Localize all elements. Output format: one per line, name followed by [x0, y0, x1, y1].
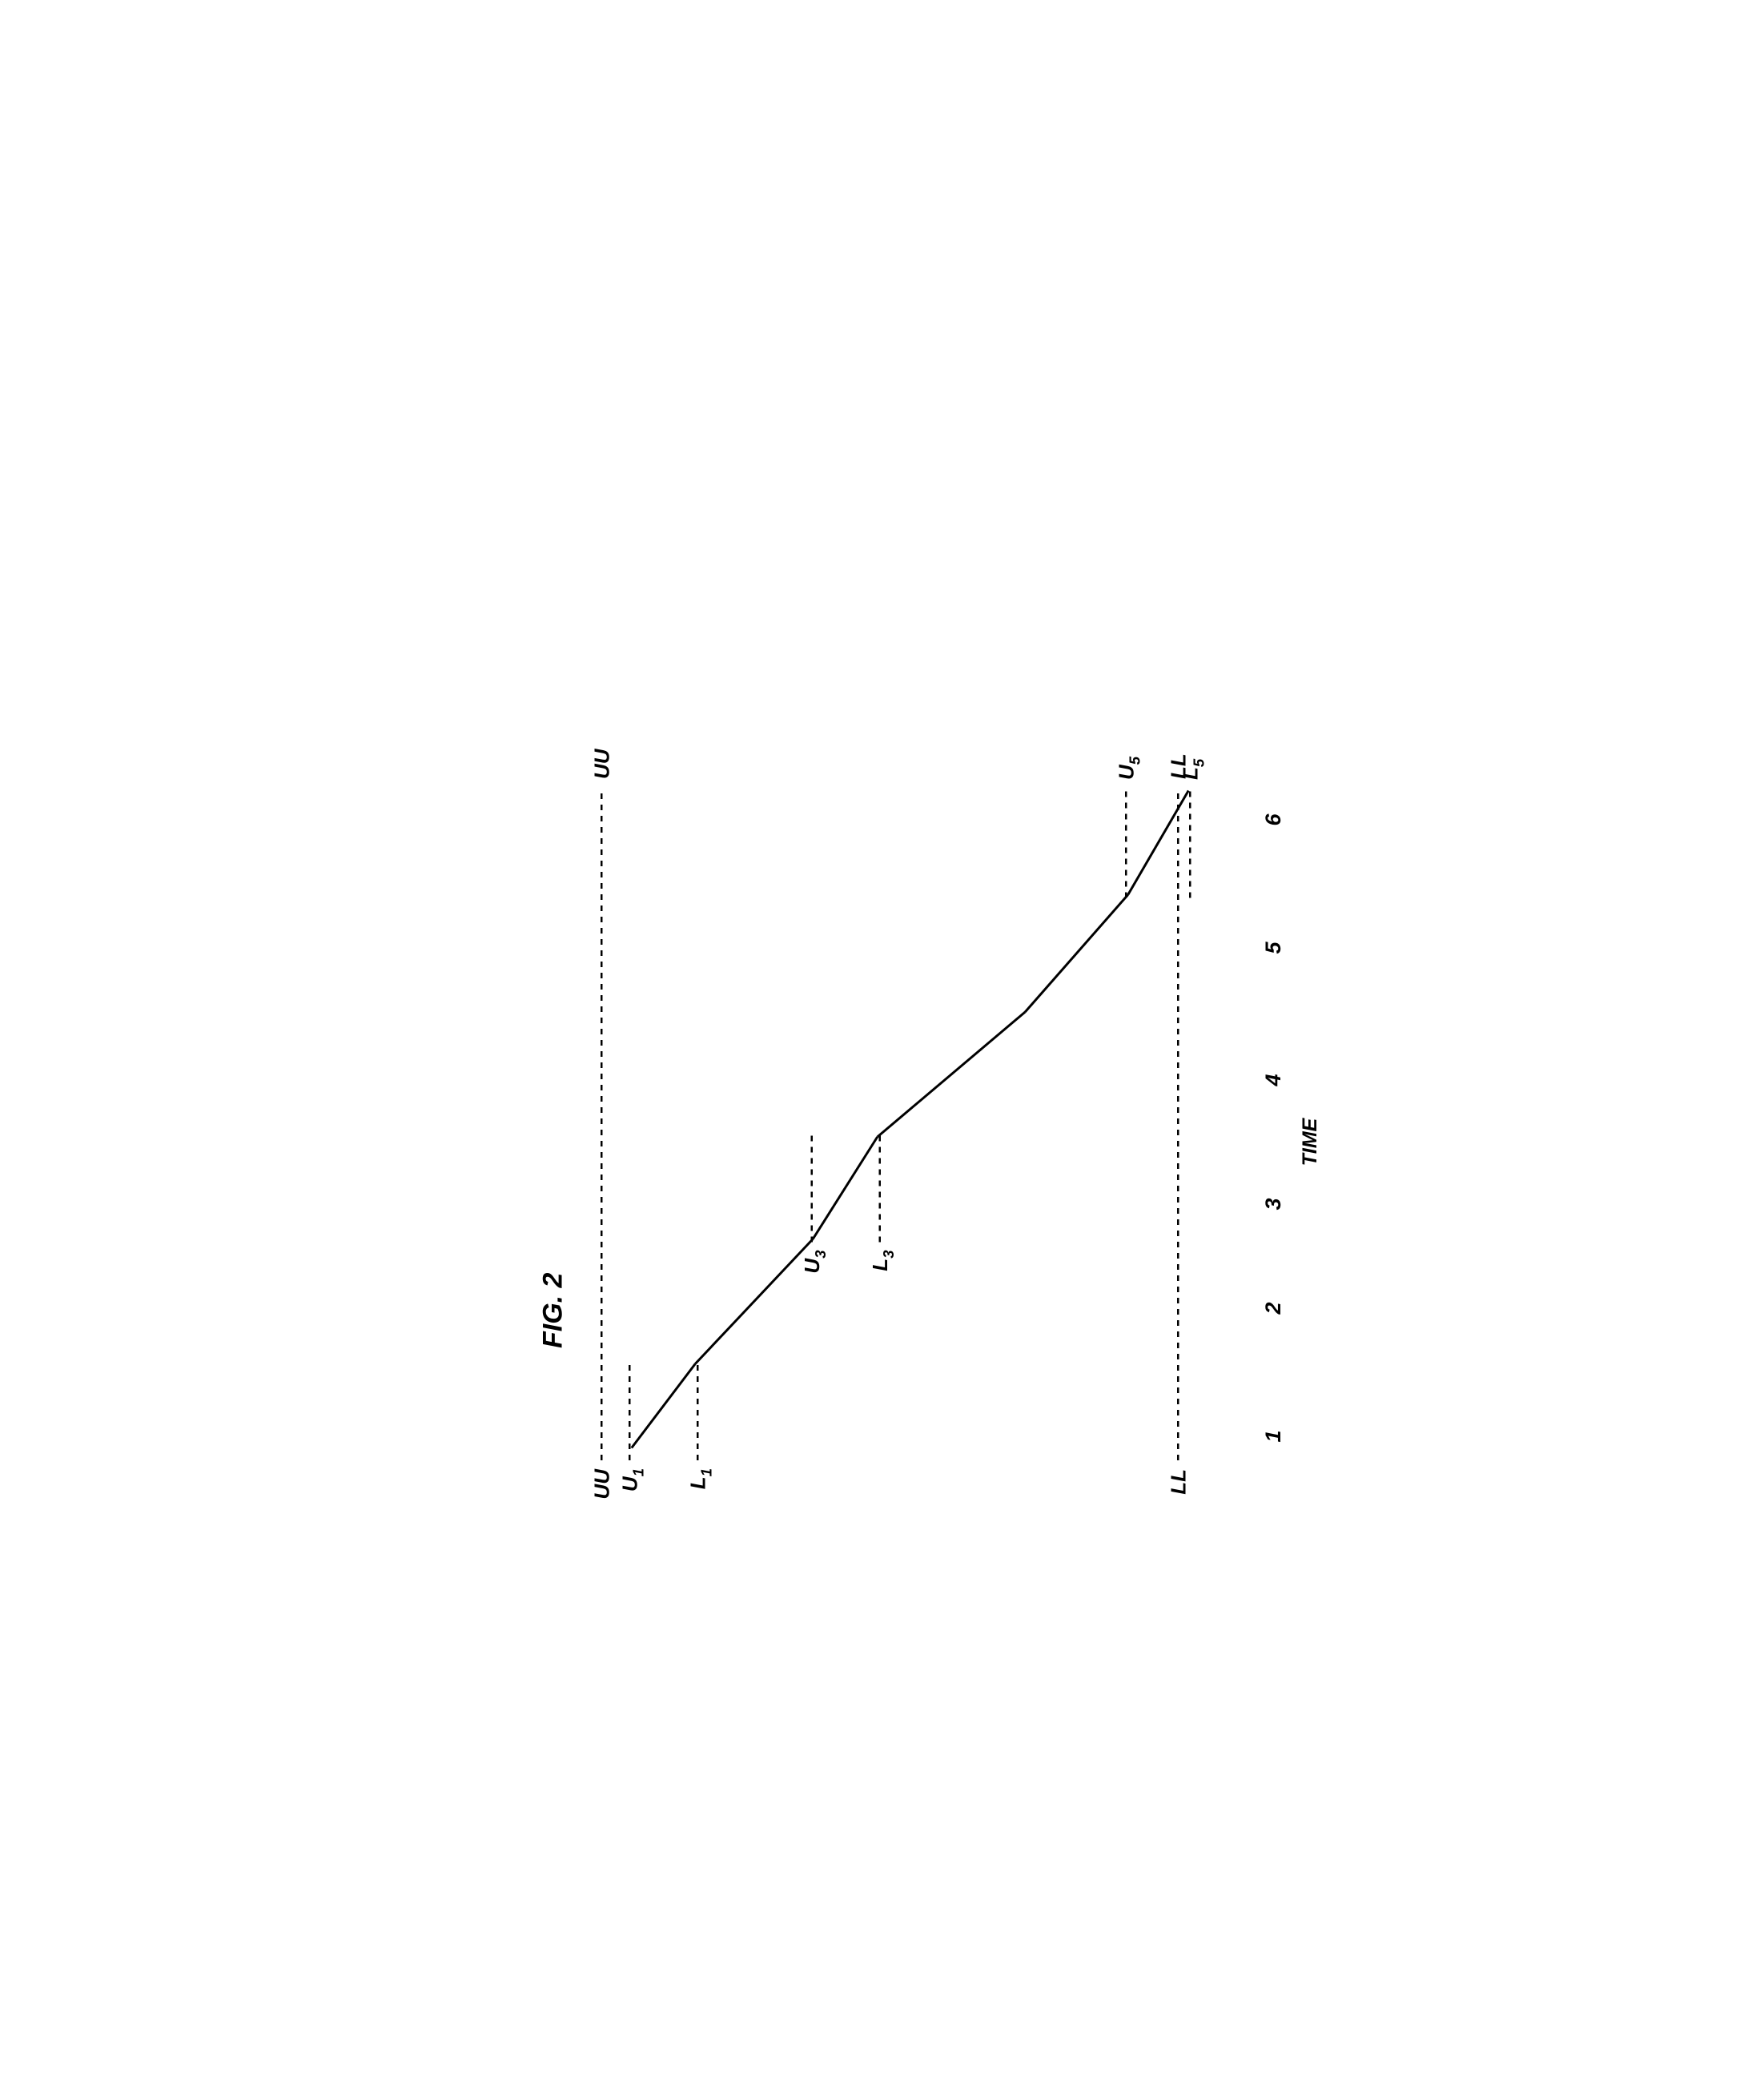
solid-seg6 — [1127, 790, 1188, 894]
solid-seg5 — [1025, 894, 1128, 1012]
figure-2: FIG. 2UUUULLLLU1L1U3L3U5L5123456TIME — [441, 524, 1324, 1572]
label-LL-left: LL — [1166, 1469, 1190, 1495]
solid-seg1 — [631, 1363, 695, 1448]
label-L3: L3 — [867, 1249, 896, 1271]
label-U1: U1 — [617, 1468, 646, 1492]
solid-seg4 — [877, 1012, 1025, 1137]
figure-title: FIG. 2 — [537, 1272, 568, 1348]
tick-6: 6 — [1260, 813, 1284, 825]
label-U3: U3 — [799, 1249, 828, 1273]
tick-1: 1 — [1260, 1430, 1284, 1442]
tick-5: 5 — [1260, 941, 1284, 954]
axis-label: TIME — [1298, 1117, 1320, 1166]
label-UU-right: UU — [589, 748, 613, 779]
solid-seg2 — [695, 1239, 813, 1363]
label-U5: U5 — [1114, 756, 1143, 780]
tick-2: 2 — [1260, 1302, 1284, 1315]
label-L1: L1 — [685, 1468, 714, 1489]
label-UU-left: UU — [589, 1468, 613, 1499]
solid-seg3 — [813, 1137, 878, 1239]
tick-3: 3 — [1260, 1198, 1284, 1210]
tick-4: 4 — [1260, 1074, 1284, 1086]
